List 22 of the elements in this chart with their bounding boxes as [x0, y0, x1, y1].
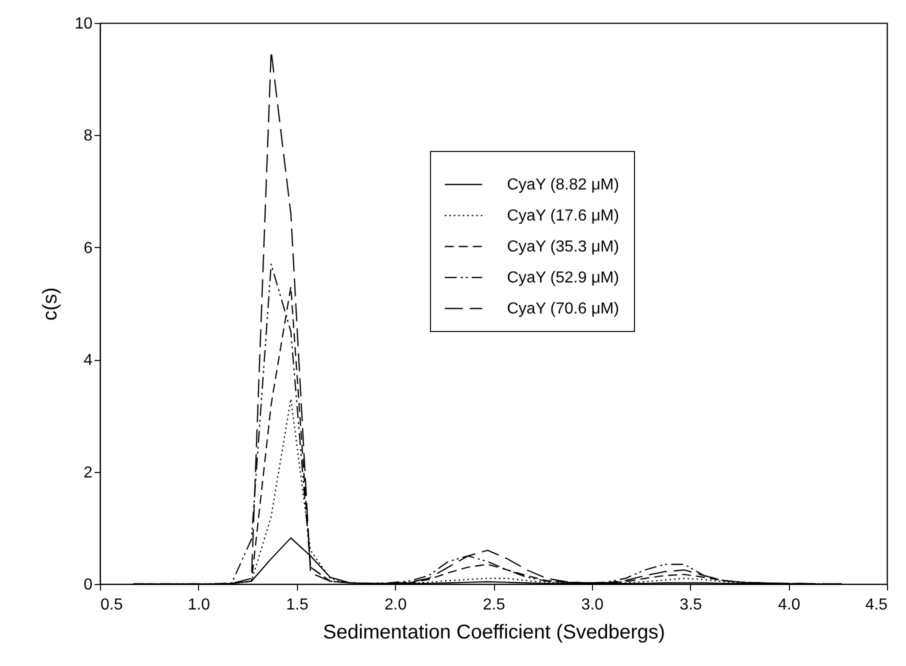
legend-label: CyaY (35.3 μM) [507, 238, 620, 256]
legend-label: CyaY (52.9 μM) [507, 270, 620, 286]
x-tick-label: 2.5 [482, 596, 506, 614]
x-tick-label: 4.5 [865, 596, 888, 614]
legend-label: CyaY (8.82 μM) [507, 176, 620, 194]
legend-label: CyaY (70.6 μM) [507, 300, 620, 318]
x-tick-label: 2.0 [384, 596, 407, 614]
x-tick-label: 4.0 [778, 596, 800, 614]
x-tick-label: 0.5 [100, 596, 123, 614]
y-tick-label: 8 [84, 128, 93, 145]
y-tick-label: 2 [84, 464, 93, 482]
y-tick-label: 10 [74, 16, 93, 32]
y-tick-label: 4 [84, 352, 93, 370]
x-tick-label: 1.0 [188, 596, 210, 614]
x-axis-title: Sedimentation Coefficient (Svedbergs) [322, 622, 666, 644]
y-tick-label: 0 [84, 576, 93, 594]
y-axis-title: c(s) [40, 287, 62, 321]
legend-label: CyaY (17.6 μM) [507, 208, 620, 224]
x-tick-label: 3.5 [680, 596, 702, 614]
x-tick-label: 1.5 [286, 596, 308, 614]
x-tick-label: 3.0 [581, 596, 604, 614]
y-tick-label: 6 [84, 240, 93, 257]
